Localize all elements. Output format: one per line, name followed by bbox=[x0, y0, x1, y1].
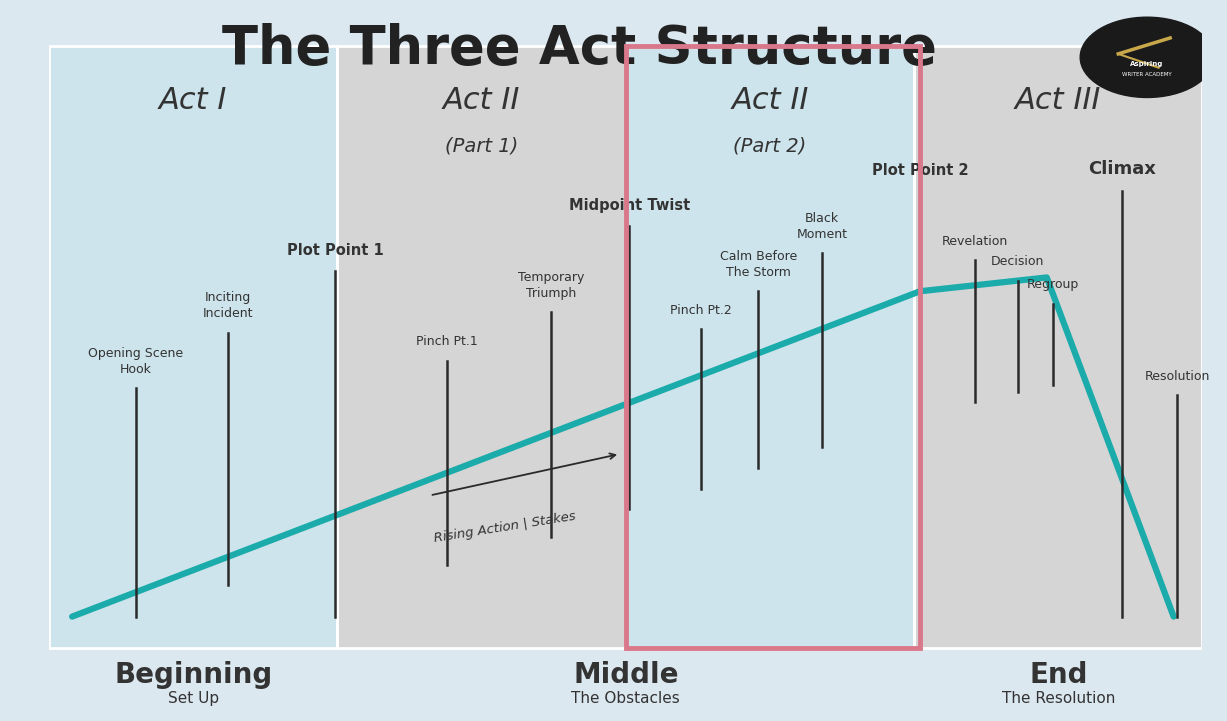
Text: The Resolution: The Resolution bbox=[1001, 691, 1115, 706]
Text: Act II: Act II bbox=[731, 87, 809, 115]
Text: (Part 1): (Part 1) bbox=[445, 136, 518, 156]
Text: Inciting
Incident: Inciting Incident bbox=[202, 291, 253, 320]
Bar bbox=[626, 45, 920, 647]
Text: Middle: Middle bbox=[573, 660, 679, 689]
Text: Black
Moment: Black Moment bbox=[796, 212, 848, 241]
Text: Act I: Act I bbox=[160, 87, 227, 115]
Text: The Three Act Structure: The Three Act Structure bbox=[222, 23, 937, 75]
Text: Opening Scene
Hook: Opening Scene Hook bbox=[88, 347, 183, 376]
Text: Midpoint Twist: Midpoint Twist bbox=[568, 198, 690, 213]
Text: End: End bbox=[1029, 660, 1087, 689]
Bar bbox=[626, 45, 914, 647]
Text: Regroup: Regroup bbox=[1027, 278, 1079, 291]
Text: Pinch Pt.2: Pinch Pt.2 bbox=[670, 304, 731, 317]
Text: Plot Point 2: Plot Point 2 bbox=[871, 164, 968, 179]
Text: Climax: Climax bbox=[1088, 161, 1156, 179]
Text: WRITER ACADEMY: WRITER ACADEMY bbox=[1123, 72, 1172, 77]
Text: Pinch Pt.1: Pinch Pt.1 bbox=[416, 335, 477, 348]
Bar bbox=[914, 45, 1202, 647]
Text: Temporary
Triumph: Temporary Triumph bbox=[518, 270, 584, 300]
Circle shape bbox=[1080, 17, 1214, 97]
Text: Act III: Act III bbox=[1015, 87, 1102, 115]
Text: Resolution: Resolution bbox=[1145, 370, 1210, 383]
Bar bbox=[337, 45, 626, 647]
Text: Decision: Decision bbox=[991, 255, 1044, 268]
Text: Set Up: Set Up bbox=[168, 691, 218, 706]
Bar bbox=[49, 45, 337, 647]
Text: Revelation: Revelation bbox=[942, 234, 1009, 248]
Text: Beginning: Beginning bbox=[114, 660, 272, 689]
Text: Calm Before
The Storm: Calm Before The Storm bbox=[720, 249, 798, 279]
Text: Plot Point 1: Plot Point 1 bbox=[287, 243, 384, 258]
Text: Rising Action | Stakes: Rising Action | Stakes bbox=[433, 509, 577, 544]
Text: The Obstacles: The Obstacles bbox=[572, 691, 680, 706]
Text: Act II: Act II bbox=[443, 87, 520, 115]
Text: (Part 2): (Part 2) bbox=[734, 136, 806, 156]
Text: Aspiring: Aspiring bbox=[1130, 61, 1163, 67]
